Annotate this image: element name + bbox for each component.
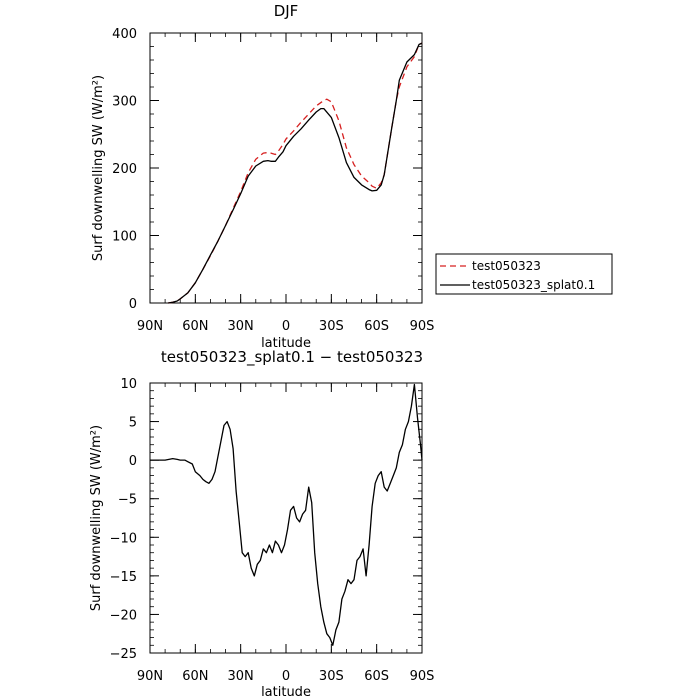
bottom-y-tick-label: −20 bbox=[110, 608, 137, 623]
bottom-x-tick-label: 90N bbox=[137, 669, 163, 684]
bottom-x-tick-label: 60N bbox=[182, 669, 208, 684]
top-x-tick-label: 60S bbox=[364, 319, 389, 334]
legend-label-test050323: test050323 bbox=[472, 259, 541, 273]
top-y-tick-label: 300 bbox=[112, 95, 137, 110]
bottom-plot-frame bbox=[149, 382, 423, 654]
top-y-tick-label: 100 bbox=[112, 230, 137, 245]
bottom-chart-panel: test050323_splat0.1 − test050323 90N 60N 3… bbox=[89, 348, 434, 700]
bottom-chart-title: test050323_splat0.1 − test050323 bbox=[161, 348, 423, 367]
bottom-series-group bbox=[150, 383, 423, 646]
top-legend: test050323 test050323_splat0.1 bbox=[435, 253, 613, 295]
top-plot-frame bbox=[149, 32, 423, 304]
top-y-tick-label: 400 bbox=[112, 27, 137, 42]
bottom-y-axis-label: Surf downwelling SW (W/m²) bbox=[89, 425, 104, 611]
top-x-tick-label: 30S bbox=[319, 319, 344, 334]
top-x-tick-label: 0 bbox=[282, 319, 290, 334]
top-chart-panel: DJF 90N 60N 30N 0 30S 60S 90S 0 100 200 300 400 lat… bbox=[91, 2, 613, 351]
bottom-y-tick-label: 0 bbox=[129, 454, 137, 469]
top-series-line-2 bbox=[168, 42, 423, 304]
top-x-tick-label: 60N bbox=[182, 319, 208, 334]
bottom-series-line-1 bbox=[150, 383, 423, 646]
bottom-x-tick-label: 30S bbox=[319, 669, 344, 684]
top-y-axis-label: Surf downwelling SW (W/m²) bbox=[91, 75, 106, 261]
bottom-x-tick-label: 90S bbox=[410, 669, 435, 684]
legend-box bbox=[435, 253, 613, 295]
legend-label-test050323-splat: test050323_splat0.1 bbox=[472, 278, 595, 292]
top-x-tick-label: 90N bbox=[137, 319, 163, 334]
bottom-y-tick-label: −25 bbox=[110, 647, 137, 662]
top-x-tick-label: 30N bbox=[228, 319, 254, 334]
top-y-tick-label: 200 bbox=[112, 162, 137, 177]
bottom-x-tick-label: 30N bbox=[228, 669, 254, 684]
top-axis-ticks: 90N 60N 30N 0 30S 60S 90S 0 100 200 300 400 bbox=[112, 27, 434, 334]
bottom-y-tick-label: −5 bbox=[118, 493, 137, 508]
bottom-axis-ticks: 90N 60N 30N 0 30S 60S 90S −25 −20 −15 −10 −5 0 5 10 bbox=[110, 377, 435, 684]
top-chart-title: DJF bbox=[274, 2, 299, 20]
bottom-x-axis-label: latitude bbox=[261, 685, 311, 700]
bottom-y-tick-label: 5 bbox=[129, 416, 137, 431]
bottom-y-tick-label: −15 bbox=[110, 570, 137, 585]
bottom-y-tick-label: 10 bbox=[120, 377, 137, 392]
top-x-axis-label: latitude bbox=[261, 336, 311, 351]
top-x-tick-label: 90S bbox=[410, 319, 435, 334]
bottom-x-tick-label: 0 bbox=[282, 669, 290, 684]
bottom-y-tick-label: −10 bbox=[110, 531, 137, 546]
top-y-tick-label: 0 bbox=[129, 297, 137, 312]
top-series-group bbox=[168, 42, 423, 304]
bottom-x-tick-label: 60S bbox=[364, 669, 389, 684]
